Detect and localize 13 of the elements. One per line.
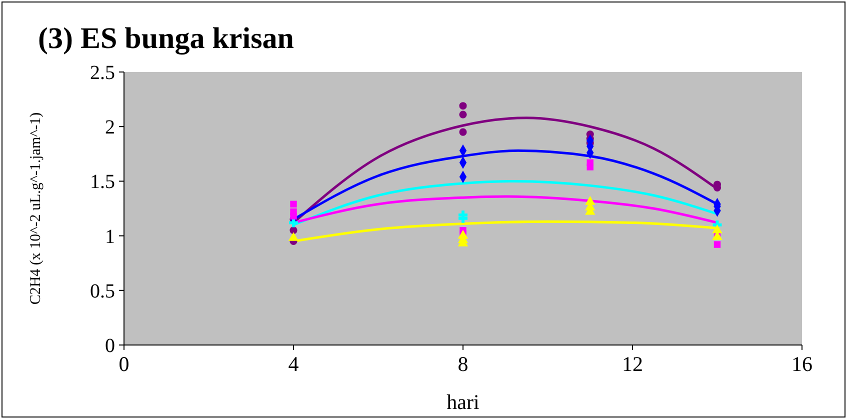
x-tick-label: 8 [458, 352, 468, 376]
y-axis-title: C2H4 (x 10^-2 uL.g^-1.jam^-1) [28, 112, 44, 305]
x-tick-label: 12 [622, 352, 643, 376]
chart-title: (3) ES bunga krisan [38, 22, 294, 55]
y-tick-label: 1.5 [90, 171, 115, 194]
x-axis-title: hari [446, 390, 480, 414]
x-tick-label: 16 [792, 352, 812, 376]
y-tick-label: 2.5 [90, 62, 115, 84]
x-tick-label: 4 [288, 352, 300, 376]
y-tick-label: 1 [105, 226, 115, 248]
y-tick-label: 0 [105, 335, 115, 357]
y-tick-label: 2 [105, 116, 115, 139]
y-tick-label: 0.5 [90, 280, 115, 302]
